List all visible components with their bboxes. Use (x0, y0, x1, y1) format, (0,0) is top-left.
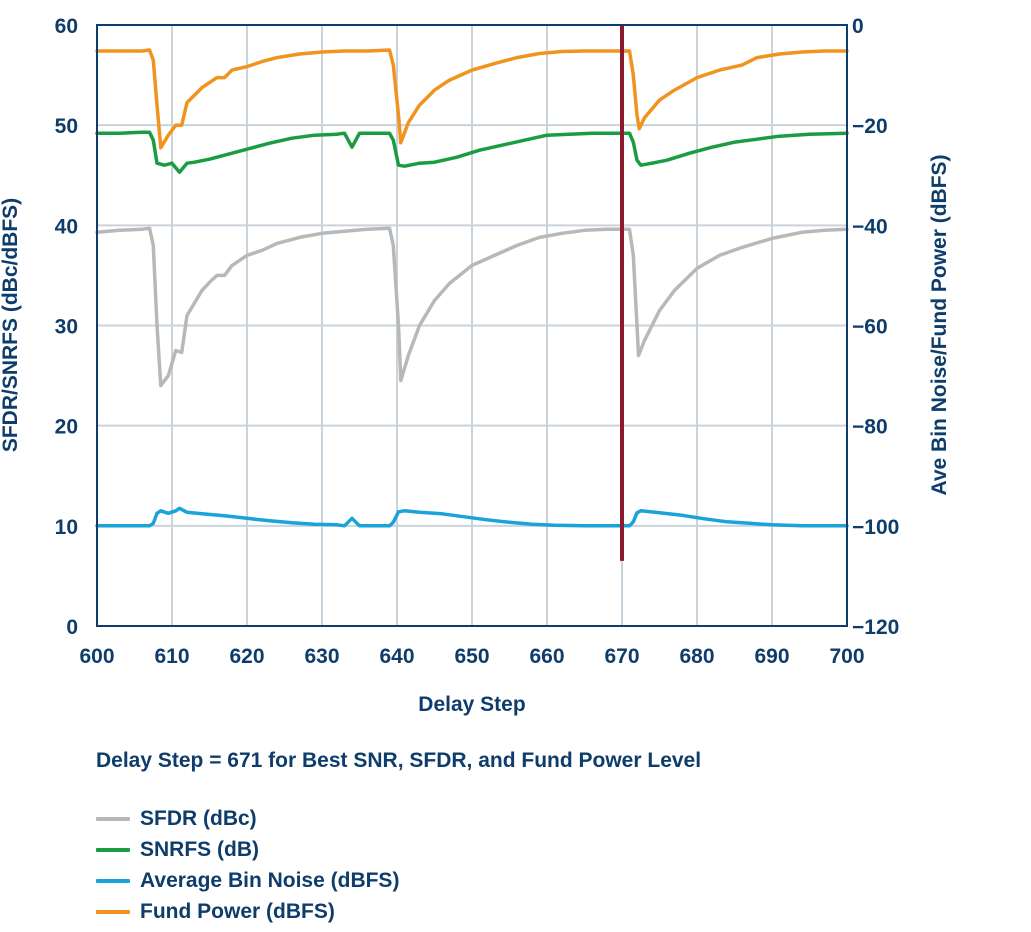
x-axis-title: Delay Step (418, 693, 525, 716)
y-right-tick-label: −120 (852, 616, 899, 639)
y-right-tick-label: −100 (852, 516, 899, 539)
y-left-tick-label: 60 (55, 15, 78, 38)
y-right-tick-label: −20 (852, 115, 888, 138)
legend-label-bin-noise: Average Bin Noise (dBFS) (140, 868, 400, 892)
y-right-tick-label: −80 (852, 416, 888, 439)
grid (96, 24, 848, 627)
legend-label-fund-power: Fund Power (dBFS) (140, 899, 335, 923)
x-tick-label: 620 (229, 645, 264, 668)
y-left-tick-label: 20 (55, 416, 78, 439)
legend-item-snrfs: SNRFS (dB) (96, 834, 399, 865)
tick-labels: 600 610 620 630 640 650 660 670 680 690 7000102030… (55, 15, 900, 668)
x-tick-label: 680 (679, 645, 714, 668)
x-tick-label: 690 (754, 645, 789, 668)
plot-frame (96, 24, 848, 627)
y-left-tick-label: 30 (55, 316, 78, 339)
delay-step-chart: 600 610 620 630 640 650 660 670 680 690 7000102030… (0, 15, 951, 716)
x-tick-label: 650 (454, 645, 489, 668)
annotation-text: Delay Step = 671 for Best SNR, SFDR, and… (96, 749, 702, 772)
y-right-tick-label: −60 (852, 316, 888, 339)
x-tick-label: 630 (304, 645, 339, 668)
legend-label-sfdr: SFDR (dBc) (140, 806, 257, 830)
y-axis-right-title: Ave Bin Noise/Fund Power (dBFS) (928, 154, 951, 495)
y-left-tick-label: 50 (55, 115, 78, 138)
x-tick-label: 670 (604, 645, 639, 668)
series-line-sfdr (95, 226, 849, 388)
legend-item-bin-noise: Average Bin Noise (dBFS) (96, 865, 399, 896)
plot-border (96, 24, 848, 627)
legend-swatch-snrfs (96, 847, 130, 852)
y-axis-left-title: SFDR/SNRFS (dBc/dBFS) (0, 198, 22, 452)
y-left-tick-label: 10 (55, 516, 78, 539)
y-right-tick-label: 0 (852, 15, 864, 38)
x-tick-label: 610 (154, 645, 189, 668)
series-line-fund-power (95, 48, 849, 150)
legend-swatch-bin-noise (96, 878, 130, 883)
legend: SFDR (dBc) SNRFS (dB) Average Bin Noise … (96, 803, 399, 927)
series-lines (95, 25, 849, 561)
legend-swatch-fund-power (96, 909, 130, 914)
y-left-tick-label: 0 (66, 616, 78, 639)
legend-item-fund-power: Fund Power (dBFS) (96, 896, 399, 927)
x-tick-label: 600 (79, 645, 114, 668)
series-line-bin-noise (95, 506, 849, 528)
x-tick-label: 660 (529, 645, 564, 668)
legend-item-sfdr: SFDR (dBc) (96, 803, 399, 834)
legend-swatch-sfdr (96, 816, 130, 821)
x-tick-label: 640 (379, 645, 414, 668)
x-tick-label: 700 (829, 645, 864, 668)
y-left-tick-label: 40 (55, 215, 78, 238)
series-line-snrfs (95, 130, 849, 174)
y-right-tick-label: −40 (852, 215, 888, 238)
legend-label-snrfs: SNRFS (dB) (140, 837, 259, 861)
